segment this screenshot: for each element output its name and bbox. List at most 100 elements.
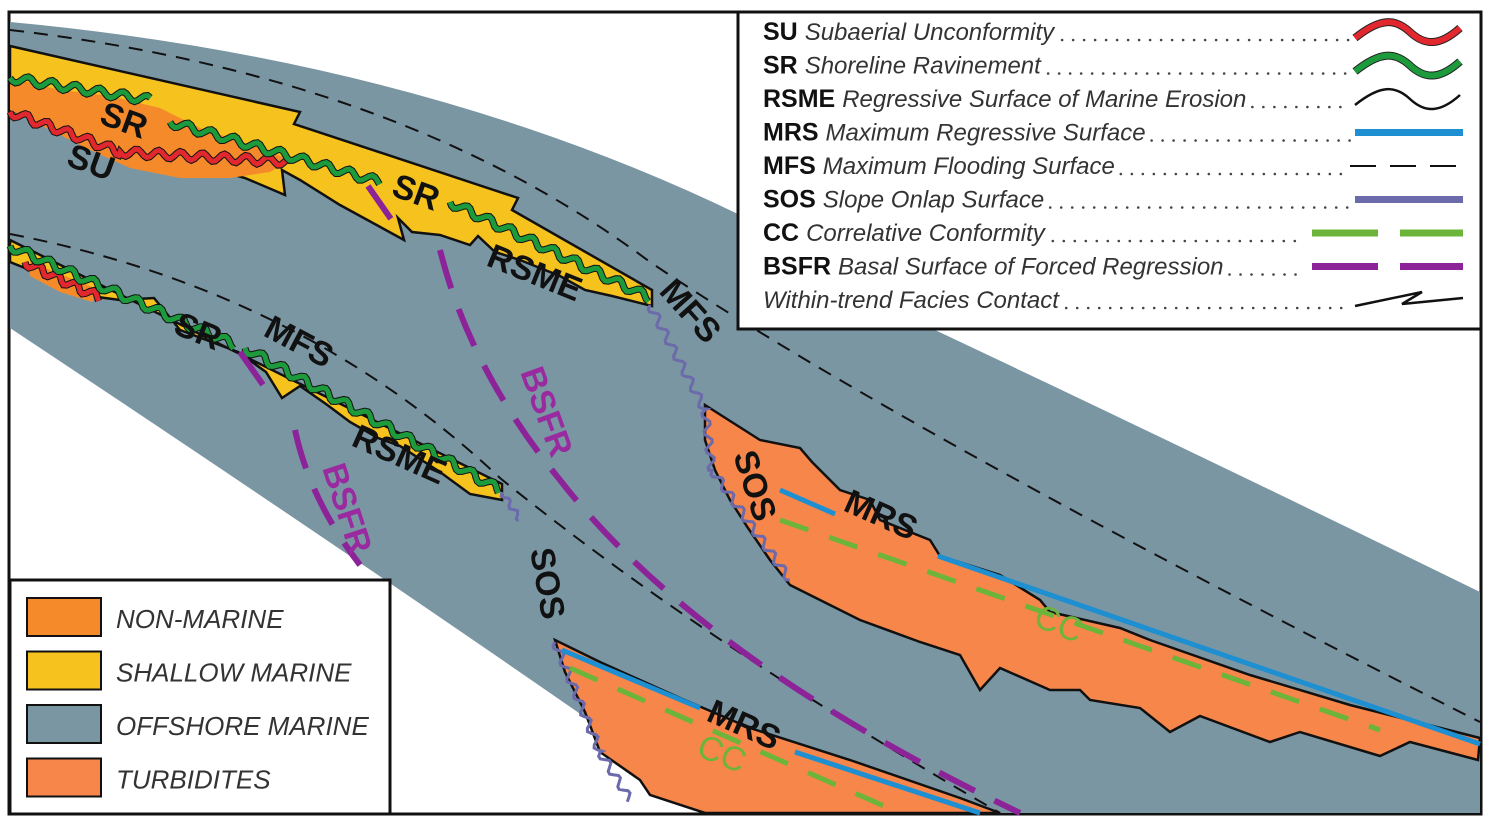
leader-dot bbox=[1180, 206, 1184, 209]
facies-row-offshore-marine: OFFSHORE MARINE bbox=[26, 704, 369, 744]
leader-dot bbox=[1251, 105, 1254, 109]
leader-dot bbox=[1139, 239, 1143, 243]
leader-dot bbox=[1048, 206, 1052, 209]
leader-dot bbox=[1328, 172, 1332, 176]
cc-upper bbox=[779, 517, 1381, 733]
sr-upper-b bbox=[167, 120, 382, 186]
leader-dot bbox=[1062, 239, 1066, 243]
leader-dot bbox=[1324, 38, 1328, 42]
leader-dot bbox=[1130, 172, 1134, 176]
leader-dot bbox=[1266, 72, 1270, 75]
leader-dot bbox=[1250, 273, 1253, 276]
leader-dot bbox=[1169, 206, 1173, 209]
leader-dot bbox=[1328, 306, 1332, 310]
bsfr-lower bbox=[237, 350, 363, 567]
legend-symbol-zigzag bbox=[1354, 290, 1464, 308]
leader-dot bbox=[1312, 206, 1316, 209]
leader-dot bbox=[1262, 105, 1265, 109]
leader-dot bbox=[1235, 206, 1239, 209]
leader-dot bbox=[1282, 239, 1286, 243]
leader-dot bbox=[1194, 139, 1197, 142]
leader-dot bbox=[1335, 38, 1339, 42]
legend-row-text: BSFR Basal Surface of Forced Regression bbox=[763, 253, 1224, 281]
leader-dot bbox=[1279, 206, 1283, 209]
sos-lower-b bbox=[551, 641, 632, 803]
leader-dot bbox=[1095, 239, 1099, 243]
leader-dot bbox=[1216, 139, 1219, 142]
leader-dot bbox=[1071, 38, 1075, 42]
leader-dot bbox=[1229, 306, 1233, 310]
leader-dot bbox=[1238, 139, 1241, 142]
leader-dot bbox=[1251, 172, 1255, 176]
leader-dot bbox=[1238, 239, 1242, 243]
leader-dot bbox=[1339, 172, 1343, 176]
mrs-lower-b bbox=[794, 749, 981, 816]
leader-dot bbox=[1326, 139, 1329, 142]
leader-dot bbox=[1152, 172, 1156, 176]
legend-symbol-black-wavy bbox=[1354, 87, 1461, 111]
leader-dot bbox=[1064, 306, 1068, 310]
leader-dot bbox=[1345, 206, 1349, 209]
leader-dot bbox=[1128, 239, 1132, 243]
mfs-upper bbox=[9, 29, 1481, 723]
leader-dot bbox=[1194, 239, 1198, 243]
facies-swatch bbox=[26, 597, 102, 637]
leader-dot bbox=[1141, 172, 1145, 176]
leader-dot bbox=[1240, 172, 1244, 176]
leader-dot bbox=[1148, 38, 1152, 42]
leader-dot bbox=[1271, 239, 1275, 243]
leader-dot bbox=[1273, 172, 1277, 176]
legend-abbr: SU bbox=[763, 18, 805, 46]
legend-row-mrs: MRS Maximum Regressive Surface bbox=[763, 119, 1463, 147]
leader-dot bbox=[1125, 206, 1129, 209]
leader-dot bbox=[1112, 72, 1116, 75]
legend-name: Basal Surface of Forced Regression bbox=[838, 254, 1224, 281]
leader-dot bbox=[1348, 139, 1351, 142]
legend-name: Within-trend Facies Contact bbox=[763, 287, 1060, 314]
leader-dot bbox=[1130, 306, 1134, 310]
facies-swatch bbox=[26, 704, 102, 744]
leader-dot bbox=[1290, 206, 1294, 209]
leader-dot bbox=[1283, 273, 1286, 276]
leader-dot bbox=[1249, 239, 1253, 243]
legend-row-text: MFS Maximum Flooding Surface bbox=[763, 152, 1115, 180]
leader-dot bbox=[1137, 38, 1141, 42]
leader-dot bbox=[1323, 206, 1327, 209]
leader-dot bbox=[1277, 72, 1281, 75]
leader-dot bbox=[1306, 172, 1310, 176]
leader-dot bbox=[1051, 239, 1055, 243]
su-upper bbox=[7, 110, 292, 168]
leader-dot bbox=[1260, 139, 1263, 142]
legend-row-sos: SOS Slope Onlap Surface bbox=[763, 186, 1463, 214]
leader-dot bbox=[1150, 239, 1154, 243]
leader-dot bbox=[1081, 206, 1085, 209]
leader-dot bbox=[1093, 38, 1097, 42]
leader-dot bbox=[1145, 72, 1149, 75]
leader-dot bbox=[1126, 38, 1130, 42]
legend-abbr: MFS bbox=[763, 152, 823, 180]
legend-row-text: RSME Regressive Surface of Marine Erosio… bbox=[763, 85, 1246, 113]
leader-dot bbox=[1200, 72, 1204, 75]
leader-dot bbox=[1079, 72, 1083, 75]
leader-dot bbox=[1152, 306, 1156, 310]
leader-dot bbox=[1172, 239, 1176, 243]
sos-lower bbox=[499, 491, 520, 523]
leader-dot bbox=[1247, 38, 1251, 42]
sr-upper-c bbox=[447, 201, 651, 304]
leader-dot bbox=[1205, 139, 1208, 142]
leader-dot bbox=[1282, 139, 1285, 142]
leader-dot bbox=[1159, 38, 1163, 42]
leader-dot bbox=[1156, 72, 1160, 75]
leader-dot bbox=[1334, 206, 1338, 209]
facies-label: SHALLOW MARINE bbox=[116, 658, 352, 688]
leader-dot bbox=[1293, 239, 1297, 243]
leader-dot bbox=[1268, 206, 1272, 209]
legend-name: Maximum Flooding Surface bbox=[823, 153, 1115, 180]
leader-dot bbox=[1181, 38, 1185, 42]
leader-dot bbox=[1228, 273, 1231, 276]
leader-dot bbox=[1185, 172, 1189, 176]
leader-dot bbox=[1244, 72, 1248, 75]
leader-dot bbox=[1202, 206, 1206, 209]
leader-dot bbox=[1191, 206, 1195, 209]
